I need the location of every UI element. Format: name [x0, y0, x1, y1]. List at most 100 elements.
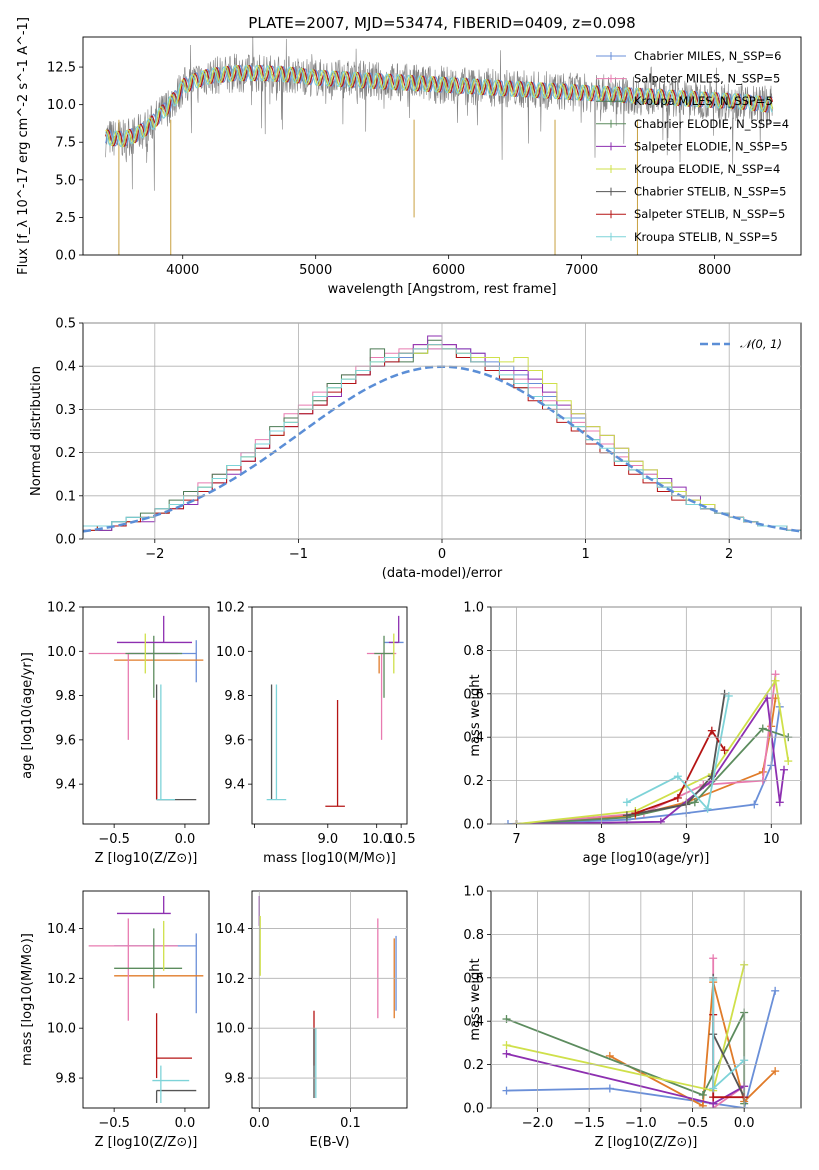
y-tick-label: 9.6 [55, 733, 76, 748]
y-tick-label: 9.8 [55, 1072, 76, 1087]
weight-line-salpeter_elodie [506, 1052, 745, 1105]
x-tick-label: 0.0 [175, 832, 196, 847]
weight-line-salpeter_stelib [635, 728, 726, 814]
x-tick-label: 7 [512, 832, 520, 847]
y-axis-label: mass weight [468, 674, 483, 756]
y-tick-label: 0.3 [55, 403, 76, 418]
age_vs_Z-axes: −0.5 0.0 9.4 9.6 9.8 10.0 10.2 Z [log10(Z/Z⊙)] a… [20, 601, 197, 867]
x-axis-label: Z [log10(Z/Z⊙)] [595, 1135, 698, 1150]
y-tick-label: 10.0 [47, 1022, 76, 1037]
weight-line-chabrier_miles [506, 990, 777, 1108]
y-tick-label: 10.0 [216, 1022, 245, 1037]
x-tick-label: 0.0 [734, 1116, 755, 1131]
y-tick-label: 0.8 [463, 644, 484, 659]
legend-label: Chabrier ELODIE, N_SSP=4 [634, 117, 789, 131]
spectrum-model-kroupa_elodie [105, 64, 774, 148]
legend-label: Salpeter ELODIE, N_SSP=5 [634, 139, 788, 153]
y-tick-label: 0.6 [463, 971, 484, 986]
y-tick-label: 9.6 [224, 733, 245, 748]
x-tick-label: −0.5 [677, 1116, 709, 1131]
legend-label: Salpeter MILES, N_SSP=5 [634, 72, 780, 86]
mass_vs_ebv-frame [251, 890, 408, 1109]
spectrum-plot [105, 37, 774, 255]
weight_vs_age-axes: 7 8 9 10 0.0 0.2 0.4 0.6 0.8 1.0 age [log10(age/yr… [463, 601, 801, 866]
y-tick-label: 0.1 [55, 489, 76, 504]
y-tick-label: 0.8 [463, 928, 484, 943]
x-tick-label: 10.0 [362, 832, 391, 847]
x-tick-label: −2 [145, 547, 164, 562]
y-tick-label: 10.2 [47, 601, 76, 616]
weight-line-kroupa_elodie [516, 678, 790, 824]
x-axis-label: Z [log10(Z/Z⊙)] [95, 851, 198, 866]
y-tick-label: 10.4 [216, 922, 245, 937]
x-tick-label: 10 [763, 832, 780, 847]
spectrum-model-kroupa_stelib [105, 64, 773, 148]
y-tick-label: 0.0 [463, 1102, 484, 1117]
x-tick-label: 0.0 [249, 1116, 270, 1131]
mass_vs_ebv-plot [258, 895, 397, 1099]
y-tick-label: 1.0 [463, 885, 484, 900]
weight_vs_age-plot [503, 670, 793, 824]
y-axis-label: Normed distribution [29, 366, 44, 496]
y-tick-label: 7.5 [55, 136, 76, 151]
y-axis-label: mass [log10(M/M⊙)] [20, 933, 35, 1066]
y-tick-label: 0.2 [463, 774, 484, 789]
x-tick-label: −1.5 [573, 1116, 605, 1131]
y-tick-label: 10.4 [47, 922, 76, 937]
y-tick-label: 0.0 [55, 533, 76, 548]
weight-line-chabrier_stelib [626, 693, 726, 817]
y-tick-label: 10.0 [216, 645, 245, 660]
mass_vs_ebv-axes: 0.0 0.1 9.8 10.0 10.2 10.4 E(B-V) [216, 891, 407, 1150]
y-axis-label: age [log10(age/yr)] [20, 652, 35, 779]
mass_vs_Z-plot [88, 895, 204, 1104]
x-tick-label: 7000 [565, 263, 598, 278]
weight_vs_Z-axes: −2.0 −1.5 −1.0 −0.5 0.0 0.0 0.2 0.4 0.6 0.8 1.0 Z [… [463, 885, 801, 1150]
x-tick-label: 4000 [166, 263, 199, 278]
y-tick-label: 0.2 [463, 1058, 484, 1073]
residuals-legend: 𝒩(0, 1) [700, 337, 782, 351]
weight-line-kroupa_stelib [626, 695, 730, 811]
x-tick-label: 0.1 [340, 1116, 361, 1131]
x-axis-label: Z [log10(Z/Z⊙)] [95, 1135, 198, 1150]
legend-label: Kroupa ELODIE, N_SSP=4 [634, 162, 780, 176]
spectrum-frame [82, 36, 802, 256]
x-tick-label: −1.0 [625, 1116, 657, 1131]
legend-label: Kroupa STELIB, N_SSP=5 [634, 230, 778, 244]
y-tick-label: 1.0 [463, 601, 484, 616]
legend-label: Kroupa MILES, N_SSP=5 [634, 94, 773, 108]
y-axis-label: Flux [f_λ 10^-17 erg cm^-2 s^-1 A^-1] [16, 17, 31, 275]
y-tick-label: 0.2 [55, 446, 76, 461]
x-tick-label: 5000 [299, 263, 332, 278]
age_vs_Z-frame [82, 606, 210, 825]
y-tick-label: 0.5 [55, 317, 76, 332]
weight_vs_Z-plot [502, 954, 780, 1108]
y-tick-label: 9.8 [55, 689, 76, 704]
y-tick-label: 9.4 [224, 778, 245, 793]
x-tick-label: 1 [581, 547, 589, 562]
x-tick-label: 8000 [698, 263, 731, 278]
x-tick-label: −0.5 [98, 832, 130, 847]
x-tick-label: 6000 [432, 263, 465, 278]
y-tick-label: 2.5 [55, 211, 76, 226]
x-tick-label: 9.0 [317, 832, 338, 847]
x-tick-label: 0.0 [175, 1116, 196, 1131]
x-axis-label: age [log10(age/yr)] [583, 851, 710, 866]
y-tick-label: 0.4 [463, 731, 484, 746]
y-tick-label: 0.0 [55, 249, 76, 264]
y-tick-label: 10.2 [216, 972, 245, 987]
y-tick-label: 5.0 [55, 173, 76, 188]
y-tick-label: 12.5 [47, 61, 76, 76]
age_vs_Z-plot [88, 615, 204, 801]
x-tick-label: 9 [682, 832, 690, 847]
x-axis-label: mass [log10(M/M⊙)] [263, 851, 396, 866]
x-tick-label: 0 [438, 547, 446, 562]
x-tick-label: −2.0 [522, 1116, 554, 1131]
x-tick-label: 2 [725, 547, 733, 562]
weight-line-salpeter_elodie [516, 695, 785, 824]
y-tick-label: 0.4 [463, 1015, 484, 1030]
x-tick-label: −0.5 [98, 1116, 130, 1131]
age_vs_mass-plot [266, 615, 404, 807]
legend-label: Chabrier MILES, N_SSP=6 [634, 49, 781, 63]
y-tick-label: 0.6 [463, 687, 484, 702]
